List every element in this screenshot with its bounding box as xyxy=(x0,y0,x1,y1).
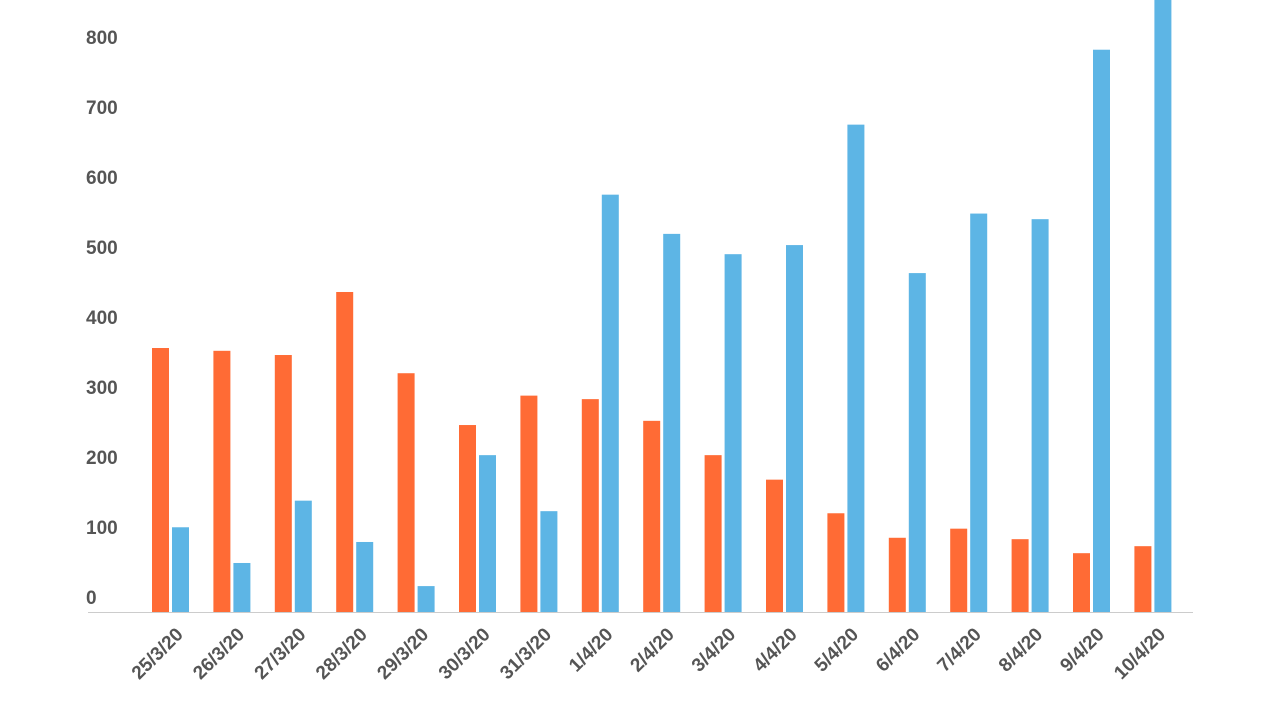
bar xyxy=(581,399,599,612)
bar xyxy=(459,425,476,612)
bar xyxy=(1011,539,1029,612)
y-tick-label: 100 xyxy=(86,518,118,539)
bar xyxy=(520,395,538,612)
x-tick-label: 5/4/20 xyxy=(811,624,863,676)
bar xyxy=(704,455,722,612)
bar xyxy=(970,213,988,612)
x-tick-label: 1/4/20 xyxy=(565,624,617,676)
bar xyxy=(1134,546,1152,612)
x-tick-label: 31/3/20 xyxy=(496,624,556,684)
x-tick-label: 26/3/20 xyxy=(189,624,249,684)
bar xyxy=(601,194,619,612)
x-tick-label: 9/4/20 xyxy=(1056,624,1108,676)
plot-area xyxy=(152,0,1172,612)
x-tick-label: 29/3/20 xyxy=(373,624,433,684)
bar xyxy=(786,245,803,612)
bar xyxy=(1154,0,1172,612)
x-tick-label: 2/4/20 xyxy=(627,624,679,676)
bar xyxy=(950,528,968,612)
y-tick-label: 200 xyxy=(86,448,118,469)
bar xyxy=(643,420,661,612)
x-tick-label: 28/3/20 xyxy=(312,624,372,684)
bar xyxy=(663,233,681,612)
bar xyxy=(1073,553,1090,612)
bar xyxy=(397,373,415,612)
x-tick-label: 7/4/20 xyxy=(934,624,986,676)
bar xyxy=(479,455,496,612)
x-tick-label: 3/4/20 xyxy=(688,624,740,676)
bar xyxy=(1031,219,1049,612)
y-tick-label: 0 xyxy=(86,588,97,609)
x-tick-label: 8/4/20 xyxy=(995,624,1047,676)
bar xyxy=(294,500,312,612)
x-tick-label: 10/4/20 xyxy=(1110,624,1170,684)
y-tick-label: 300 xyxy=(86,378,118,399)
bar xyxy=(274,355,292,612)
y-tick-label: 800 xyxy=(86,28,118,49)
bar xyxy=(724,254,742,612)
x-tick-label: 30/3/20 xyxy=(435,624,495,684)
bar xyxy=(336,291,354,612)
bar xyxy=(417,586,435,612)
bar xyxy=(213,350,231,612)
bar xyxy=(888,537,906,612)
bar xyxy=(827,513,845,612)
bar xyxy=(356,541,374,612)
y-tick-label: 700 xyxy=(86,98,118,119)
bar xyxy=(847,124,865,612)
x-tick-label: 6/4/20 xyxy=(872,624,924,676)
bar xyxy=(540,511,558,612)
x-tick-label: 25/3/20 xyxy=(128,624,188,684)
bar xyxy=(172,527,189,612)
y-tick-label: 400 xyxy=(86,308,118,329)
bar xyxy=(766,479,783,612)
x-tick-label: 27/3/20 xyxy=(251,624,311,684)
y-tick-label: 500 xyxy=(86,238,118,259)
bar xyxy=(152,348,169,612)
y-tick-label: 600 xyxy=(86,168,118,189)
bar xyxy=(908,273,926,612)
bar xyxy=(1093,49,1110,612)
bar xyxy=(233,562,251,612)
x-tick-label: 4/4/20 xyxy=(749,624,801,676)
